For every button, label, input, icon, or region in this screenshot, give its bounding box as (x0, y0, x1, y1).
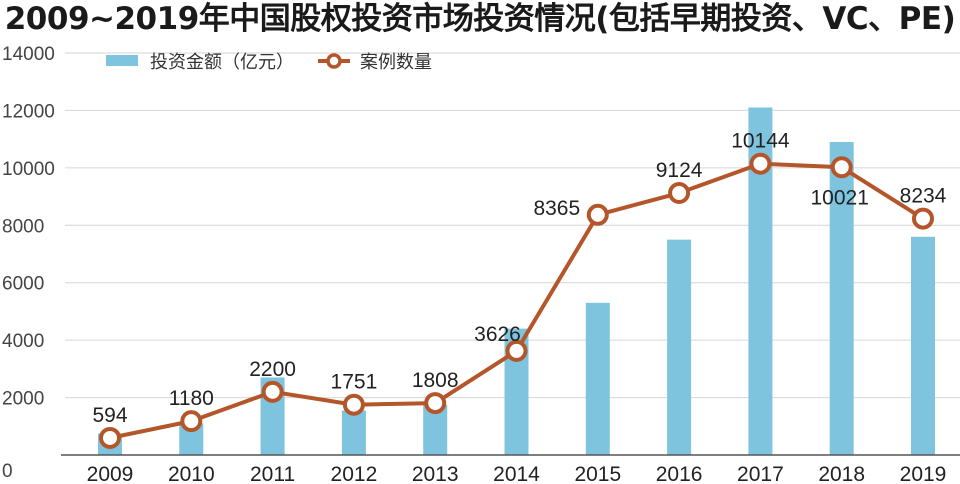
legend-bar-label: 投资金额（亿元） (150, 52, 294, 72)
legend-line-label: 案例数量 (360, 52, 432, 72)
y-tick-label: 0 (2, 461, 13, 482)
y-tick-label: 8000 (2, 216, 44, 237)
data-label: 8234 (900, 185, 947, 208)
legend-bar-swatch (106, 55, 138, 66)
bar (667, 239, 692, 455)
bar-series (98, 107, 935, 456)
y-axis: 0 2000 4000 6000 8000 10000 12000 14000 (2, 44, 960, 482)
bar (585, 302, 610, 455)
data-label: 1180 (169, 387, 214, 410)
bar (829, 142, 854, 455)
x-tick-label: 2012 (331, 463, 378, 484)
y-tick-label: 12000 (2, 101, 55, 122)
y-tick-label: 2000 (2, 389, 44, 410)
line-point (180, 410, 203, 433)
line-point (586, 203, 609, 226)
line-point (424, 392, 447, 415)
y-tick-label: 14000 (2, 44, 55, 65)
line-point (261, 380, 284, 403)
chart-title: 2009~2019年中国股权投资市场投资情况(包括早期投资、VC、PE) (4, 1, 956, 37)
x-tick-label: 2019 (900, 463, 947, 484)
legend-line-marker (326, 53, 342, 69)
x-tick-label: 2016 (656, 463, 703, 484)
y-tick-label: 10000 (2, 159, 55, 180)
y-tick-label: 4000 (2, 331, 44, 352)
line-point (99, 426, 121, 449)
data-label: 2200 (249, 358, 296, 381)
data-labels: 594 1180 2200 1751 1808 3626 8365 9124 10144 1002… (92, 130, 946, 427)
line-point (342, 393, 365, 416)
data-label: 10144 (731, 130, 790, 153)
x-tick-label: 2014 (493, 463, 540, 484)
data-label: 8365 (533, 197, 580, 220)
line-point (668, 182, 691, 205)
line-point (749, 152, 772, 175)
line-point (505, 339, 528, 362)
legend: 投资金额（亿元） 案例数量 (106, 52, 432, 72)
x-tick-label: 2018 (818, 463, 865, 484)
y-tick-label: 6000 (2, 274, 44, 295)
data-label: 594 (92, 404, 127, 427)
x-tick-label: 2015 (574, 463, 621, 484)
bar (911, 236, 935, 455)
line-series (99, 152, 934, 449)
x-tick-label: 2013 (412, 463, 459, 484)
x-tick-label: 2017 (737, 463, 784, 484)
x-axis: 2009 2010 2011 2012 2013 2014 2015 2016 2017 2018… (87, 463, 947, 484)
line-point (912, 207, 934, 230)
bar (341, 410, 366, 455)
data-label: 1808 (412, 369, 459, 392)
data-label: 9124 (656, 159, 703, 182)
x-tick-label: 2010 (168, 463, 215, 484)
data-label: 3626 (474, 323, 521, 346)
data-label: 10021 (810, 186, 868, 209)
data-label: 1751 (331, 371, 378, 394)
x-tick-label: 2011 (250, 463, 295, 484)
line-point (830, 156, 853, 179)
x-tick-label: 2009 (87, 463, 134, 484)
